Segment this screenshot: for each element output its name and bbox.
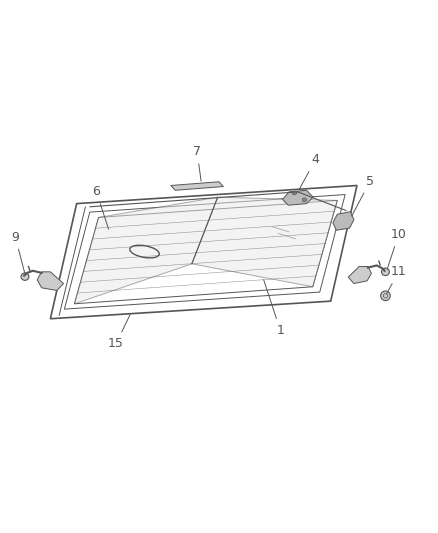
Text: 15: 15: [108, 314, 130, 350]
Ellipse shape: [381, 268, 389, 276]
Polygon shape: [348, 266, 371, 284]
Text: 10: 10: [387, 228, 406, 269]
Polygon shape: [74, 197, 218, 304]
Text: 7: 7: [193, 146, 201, 181]
Polygon shape: [37, 272, 64, 290]
Text: 4: 4: [299, 154, 319, 189]
Ellipse shape: [302, 198, 307, 201]
Polygon shape: [333, 212, 354, 230]
Ellipse shape: [381, 291, 390, 301]
Polygon shape: [283, 190, 313, 205]
Text: 6: 6: [92, 185, 109, 229]
Text: 5: 5: [352, 175, 374, 216]
Ellipse shape: [292, 191, 297, 195]
Polygon shape: [192, 197, 337, 287]
Ellipse shape: [21, 273, 29, 280]
Polygon shape: [171, 182, 223, 190]
Text: 11: 11: [387, 265, 406, 293]
Text: 1: 1: [264, 280, 284, 337]
Text: 9: 9: [11, 231, 25, 273]
